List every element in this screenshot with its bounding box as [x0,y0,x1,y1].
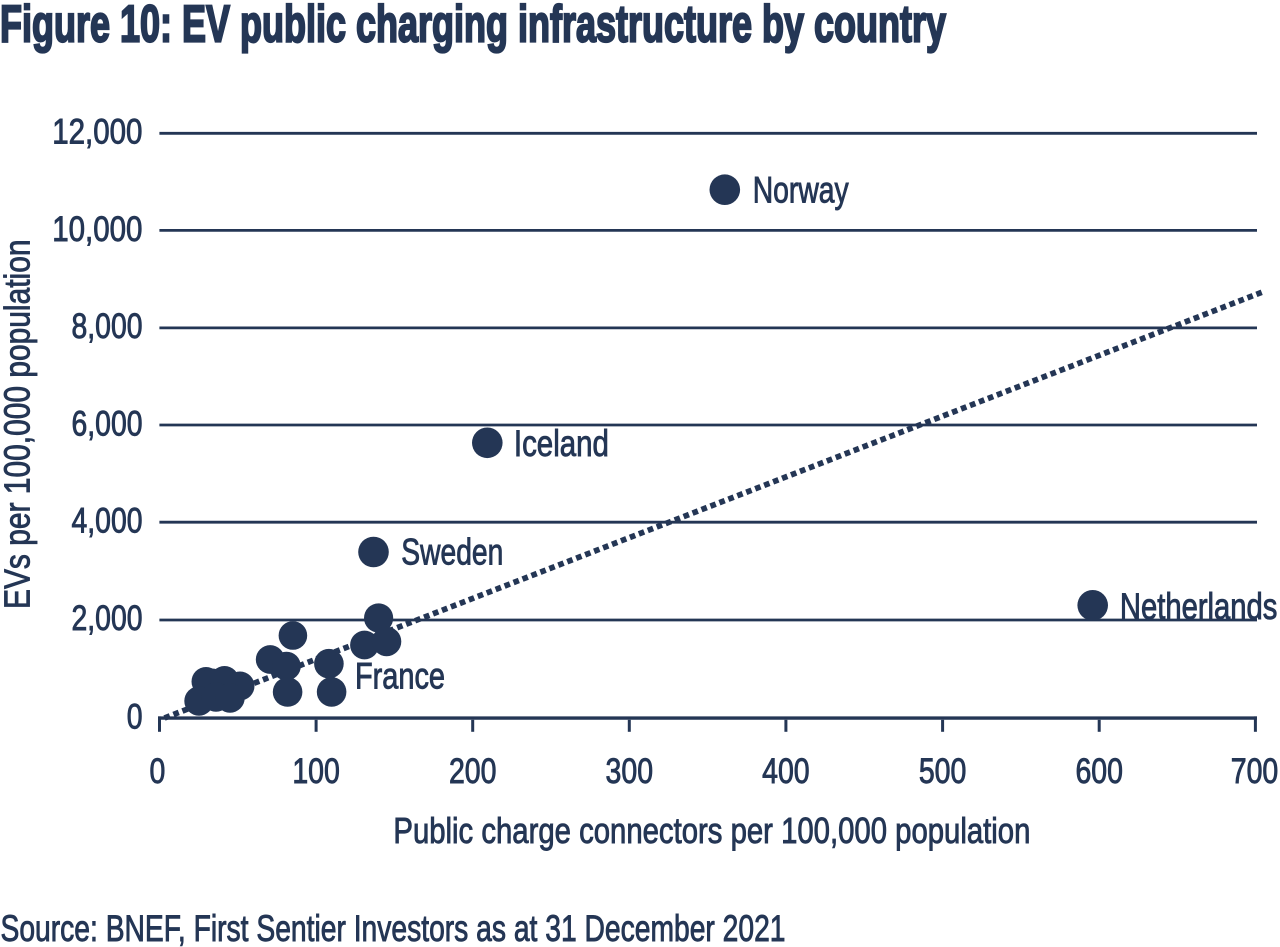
svg-text:2,000: 2,000 [72,599,143,638]
svg-text:Iceland: Iceland [514,423,609,464]
svg-text:France: France [355,655,445,696]
svg-text:Public charge connectors per 1: Public charge connectors per 100,000 pop… [393,810,1030,851]
svg-text:6,000: 6,000 [72,404,143,443]
svg-text:Figure 10: EV public charging: Figure 10: EV public charging infrastruc… [0,0,946,52]
svg-text:EVs per 100,000 population: EVs per 100,000 population [0,240,38,610]
svg-text:12,000: 12,000 [52,113,142,152]
svg-text:600: 600 [1075,752,1123,791]
svg-text:200: 200 [449,752,497,791]
svg-text:Sweden: Sweden [401,531,503,572]
svg-text:Source: BNEF, First Sentier In: Source: BNEF, First Sentier Investors as… [1,908,786,947]
svg-text:8,000: 8,000 [72,307,143,346]
svg-text:10,000: 10,000 [52,210,142,249]
svg-text:700: 700 [1231,752,1279,791]
svg-text:Netherlands: Netherlands [1120,586,1278,627]
svg-text:100: 100 [292,752,340,791]
svg-text:300: 300 [606,752,654,791]
svg-text:0: 0 [127,697,143,736]
svg-text:4,000: 4,000 [72,502,143,541]
svg-text:0: 0 [150,752,166,791]
svg-text:400: 400 [762,752,810,791]
svg-text:500: 500 [919,752,967,791]
svg-text:Norway: Norway [753,169,849,210]
